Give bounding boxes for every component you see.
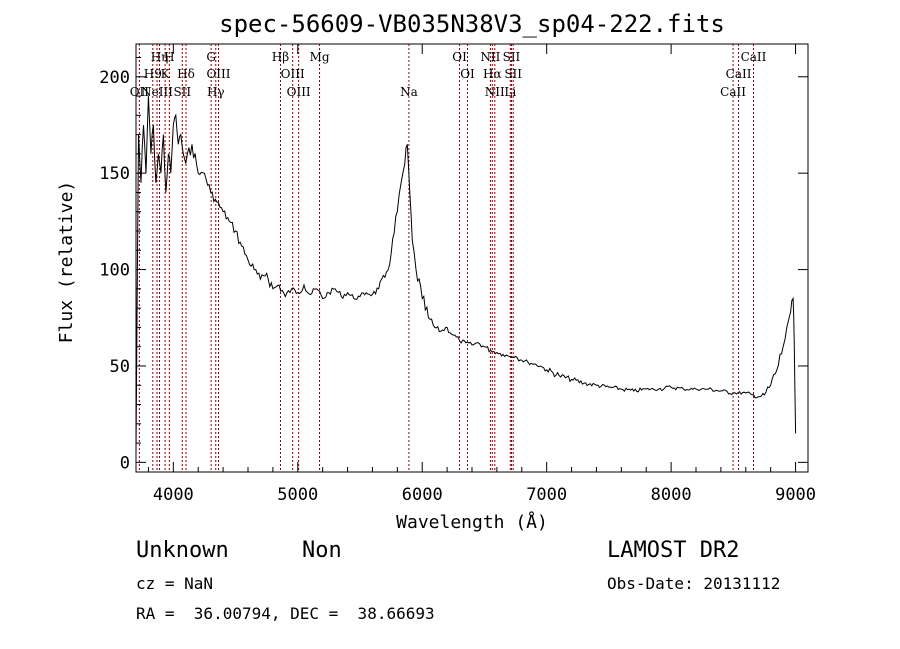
x-tick-label: 5000 xyxy=(277,485,318,505)
redshift-text: cz = NaN xyxy=(136,574,214,593)
x-tick-label: 8000 xyxy=(651,485,692,505)
object-class: Unknown xyxy=(136,538,229,563)
spectral-line-label-16: OI xyxy=(452,50,467,64)
spectral-line-label-14: Mg xyxy=(310,50,330,64)
spectral-line-label-18: NII xyxy=(480,50,500,64)
spectrum-series-line xyxy=(135,96,797,453)
spectral-line-label-26: CaII xyxy=(720,85,746,99)
spectral-line-label-24: CaII xyxy=(741,50,767,64)
survey-name: LAMOST DR2 xyxy=(607,538,740,563)
spectral-line-label-23: Li xyxy=(504,85,516,99)
spectral-line-label-7: Hδ xyxy=(177,67,195,81)
x-tick-label: 7000 xyxy=(526,485,567,505)
y-axis-label: Flux (relative) xyxy=(56,181,77,344)
y-tick-label: 100 xyxy=(99,261,130,281)
spectral-line-label-25: CaII xyxy=(726,67,752,81)
spectral-line-label-8: G xyxy=(206,50,216,64)
spectral-line-label-5: NeIII xyxy=(141,85,173,99)
coordinates-text: RA = 36.00794, DEC = 38.66693 xyxy=(136,604,435,623)
spectral-line-label-19: SII xyxy=(503,50,521,64)
spectral-line-label-21: SII xyxy=(504,67,522,81)
spectral-line-label-3: K xyxy=(161,67,171,81)
spectral-line-label-0: OII xyxy=(130,85,150,99)
x-tick-label: 4000 xyxy=(153,485,194,505)
spectral-line-label-17: OI xyxy=(460,67,475,81)
spectral-line-label-15: Na xyxy=(400,85,418,99)
spectral-line-label-10: Hγ xyxy=(207,85,225,99)
spectral-line-label-22: NII xyxy=(485,85,505,99)
y-tick-label: 200 xyxy=(99,68,130,88)
y-tick-label: 0 xyxy=(120,453,130,473)
spectral-line-label-12: OIII xyxy=(281,67,305,81)
spectral-line-label-9: OIII xyxy=(206,67,230,81)
axis-tick-labels: 4000 5000 6000 7000 8000 9000 0 50 100 150 200 xyxy=(99,68,816,505)
plot-frame xyxy=(135,43,809,473)
chart-title: spec-56609-VB035N38V3_sp04-222.fits xyxy=(219,10,725,38)
x-tick-label: 9000 xyxy=(775,485,816,505)
axis-ticks xyxy=(136,44,808,472)
spectral-line-label-2: Hη xyxy=(151,50,169,64)
spectral-line-label-13: OIII xyxy=(287,85,311,99)
object-subclass: Non xyxy=(302,538,342,563)
obs-date-text: Obs-Date: 20131112 xyxy=(607,574,781,593)
spectral-line-label-1: H9 xyxy=(144,67,162,81)
x-tick-label: 6000 xyxy=(402,485,443,505)
y-tick-label: 50 xyxy=(110,357,130,377)
spectral-line-label-6: SII xyxy=(173,85,191,99)
spectral-line-markers xyxy=(138,44,754,472)
spectral-line-label-11: Hβ xyxy=(272,50,289,64)
spectral-line-label-4: H xyxy=(164,50,174,64)
y-tick-label: 150 xyxy=(99,164,130,184)
x-axis-label: Wavelength (Å) xyxy=(396,511,548,533)
spectral-line-label-20: Hα xyxy=(483,67,502,81)
